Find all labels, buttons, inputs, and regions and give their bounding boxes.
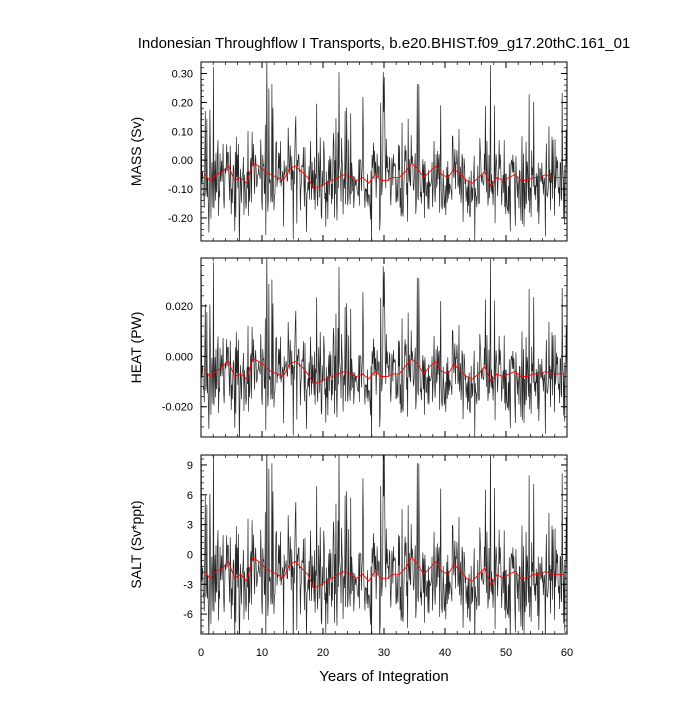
panel-heat: -0.020 0.000 0.020 HEAT (PW) [128, 257, 568, 438]
y-tick-label-mass: 0.30 [172, 69, 193, 81]
y-tick-label-heat: 0.000 [165, 351, 193, 363]
x-tick-label: 20 [317, 647, 329, 659]
monthly-series-line-salt [201, 455, 567, 634]
x-tick-label: 30 [378, 647, 390, 659]
y-tick-label-mass: 0.10 [172, 126, 193, 138]
y-tick-label-salt: 3 [187, 520, 193, 532]
panel-salt: -6 -3 0 3 6 9 SALT (Sv*ppt) [128, 454, 568, 635]
y-tick-label-mass: -0.20 [168, 213, 193, 225]
panel-mass: -0.20 -0.10 0.00 0.10 0.20 0.30 MASS (Sv) [128, 61, 568, 242]
y-tick-label-heat: -0.020 [162, 402, 193, 414]
y-tick-label-salt: -3 [183, 579, 193, 591]
x-tick-label: 0 [198, 647, 204, 659]
annual-mean-line-heat [203, 358, 564, 385]
y-tick-label-mass: 0.00 [172, 155, 193, 167]
y-axis-label-heat: HEAT (PW) [128, 312, 144, 384]
y-axis-label-salt: SALT (Sv*ppt) [128, 500, 144, 588]
x-tick-label: 60 [561, 647, 573, 659]
x-tick-label: 40 [439, 647, 451, 659]
y-tick-label-mass: 0.20 [172, 97, 193, 109]
y-tick-label-heat: 0.020 [165, 301, 193, 313]
y-axis-label-mass: MASS (Sv) [128, 117, 144, 186]
y-tick-label-mass: -0.10 [168, 184, 193, 196]
monthly-series-line-heat [201, 258, 567, 437]
x-axis-label: Years of Integration [319, 668, 449, 685]
annual-mean-line-mass [203, 162, 564, 190]
y-tick-label-salt: -6 [183, 609, 193, 621]
y-tick-label-salt: 9 [187, 460, 193, 472]
x-tick-label: 10 [256, 647, 268, 659]
monthly-series-line-mass [201, 62, 567, 241]
y-tick-label-salt: 0 [187, 549, 193, 561]
y-tick-label-salt: 6 [187, 490, 193, 502]
chart-title: Indonesian Throughflow I Transports, b.e… [138, 35, 631, 52]
annual-mean-line-salt [203, 556, 564, 589]
x-tick-label: 50 [500, 647, 512, 659]
panels-layer: -0.20 -0.10 0.00 0.10 0.20 0.30 MASS (Sv) -0.02… [128, 61, 573, 659]
